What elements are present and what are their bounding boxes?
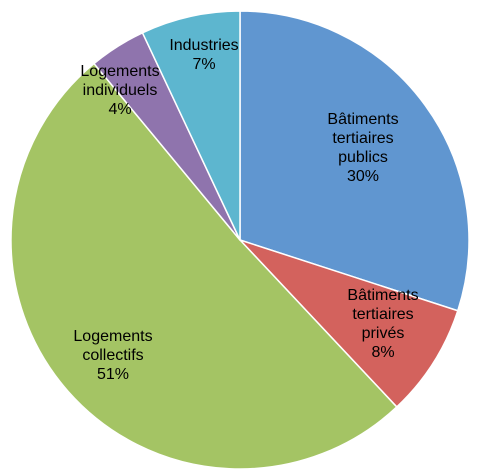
slice-percent-label: 7% xyxy=(192,56,215,73)
slice-name-label: publics xyxy=(338,149,388,166)
slice-label: Industries 7% xyxy=(169,37,238,73)
slice-name-label: Logements xyxy=(80,63,159,80)
slice-name-label: Bâtiments xyxy=(327,111,398,128)
pie-slice xyxy=(141,10,241,241)
slice-percent-label: 30% xyxy=(347,168,379,185)
slice-name-label: privés xyxy=(362,325,405,342)
slice-percent-label: 8% xyxy=(371,344,394,361)
slice-label: Logements collectifs 51% xyxy=(73,328,152,383)
pie-slice xyxy=(10,62,398,470)
pie-slice xyxy=(239,239,459,408)
slice-name-label: individuels xyxy=(83,82,158,99)
slice-label: Bâtiments tertiaires privés 8% xyxy=(347,287,418,361)
slice-percent-label: 51% xyxy=(97,366,129,383)
slice-name-label: Bâtiments xyxy=(347,287,418,304)
slice-name-label: tertiaires xyxy=(352,306,413,323)
slice-name-label: Logements xyxy=(73,328,152,345)
slice-percent-label: 4% xyxy=(108,101,131,118)
pie-slices xyxy=(10,10,470,470)
slice-label: Logements individuels 4% xyxy=(80,63,159,118)
slice-name-label: tertiaires xyxy=(332,130,393,147)
pie-labels: Bâtiments tertiaires publics 30% Bâtiments te… xyxy=(73,37,418,383)
slice-name-label: Industries xyxy=(169,37,238,54)
slice-name-label: collectifs xyxy=(82,347,143,364)
slice-label: Bâtiments tertiaires publics 30% xyxy=(327,111,398,185)
pie-slice xyxy=(239,10,470,312)
